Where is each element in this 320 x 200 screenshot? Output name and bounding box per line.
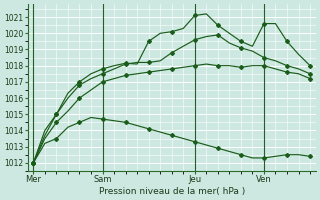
X-axis label: Pression niveau de la mer( hPa ): Pression niveau de la mer( hPa ) xyxy=(99,187,245,196)
